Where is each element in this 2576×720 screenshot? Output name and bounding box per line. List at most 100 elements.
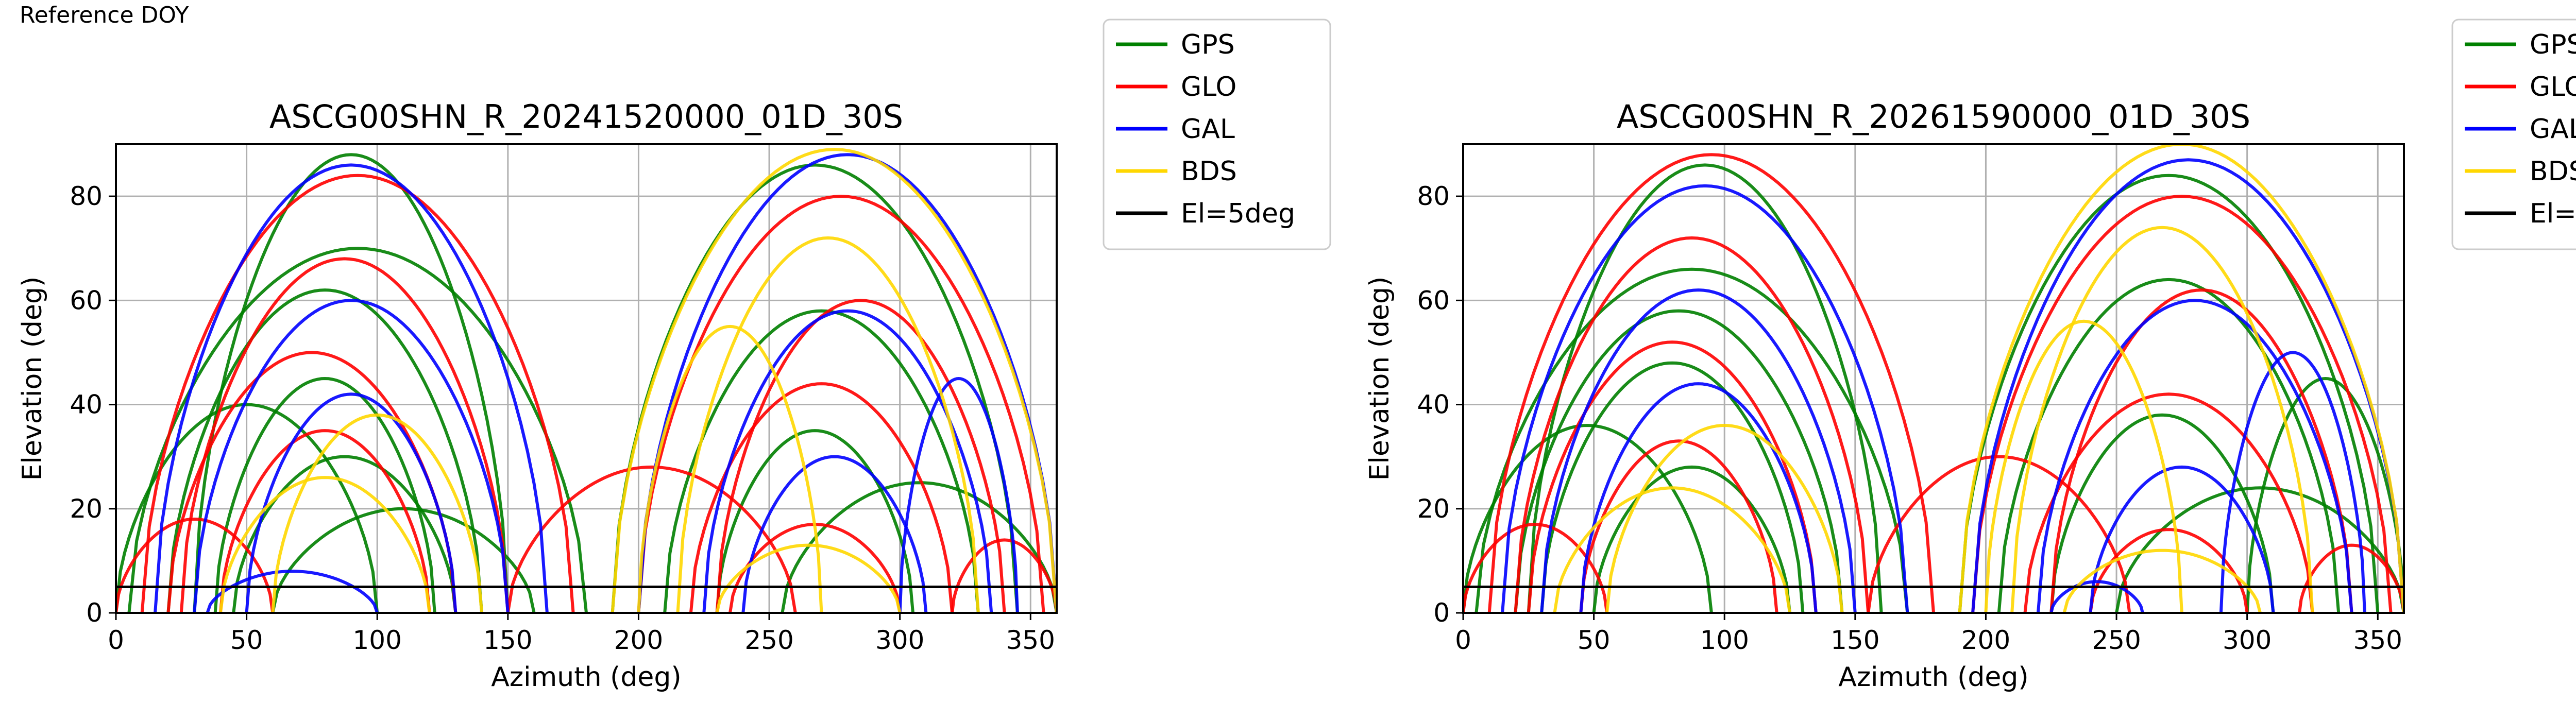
x-tick-label: 50 [230, 625, 263, 655]
legend-label: BDS [1181, 156, 1237, 187]
legend-label: GPS [1181, 29, 1235, 60]
gps-arc [193, 153, 510, 613]
gps-arc [2115, 486, 2404, 613]
bds-arc [637, 324, 823, 613]
chart-right: 0 50 100 150 200 250 300 350 0 20 40 60 80 ASCG00SHN_… [1364, 19, 2576, 693]
bds-arc [611, 148, 1057, 613]
y-tick-label: 0 [86, 598, 103, 628]
x-axis-label: Azimuth (deg) [1838, 662, 2028, 693]
legend-label: GLO [2530, 72, 2576, 102]
series-glo [1463, 153, 2404, 613]
glo-arc [2049, 288, 2353, 613]
legend-label: El=5deg [1181, 198, 1295, 229]
legend-label: BDS [2530, 156, 2576, 187]
y-axis-label: Elevation (deg) [1364, 277, 1395, 481]
legend-label: GAL [1181, 114, 1235, 145]
glo-arc [1514, 236, 1870, 613]
glo-arc [1527, 340, 1818, 613]
glo-arc [637, 195, 1045, 613]
header-label: Reference DOY [20, 2, 189, 28]
gal-arc [1579, 382, 1818, 613]
legend-box [2451, 19, 2576, 250]
y-tick-label: 60 [70, 285, 103, 315]
glo-arc [116, 517, 275, 613]
gal-arc [2089, 465, 2275, 613]
bds-arc [715, 543, 902, 613]
gps-arc [1463, 423, 1713, 613]
x-tick-label: 100 [353, 625, 402, 655]
y-tick-label: 40 [70, 390, 103, 420]
glo-arc [2023, 392, 2314, 613]
series-gal [154, 153, 1057, 613]
x-tick-label: 300 [2223, 625, 2272, 655]
gps-arc [1540, 361, 1805, 613]
bds-arc [2010, 226, 2314, 613]
y-axis-label: Elevation (deg) [17, 277, 48, 481]
x-tick-label: 250 [744, 625, 793, 655]
series-gal [1501, 158, 2404, 613]
x-tick-label: 350 [1006, 625, 1055, 655]
gal-arc [898, 376, 1019, 613]
plot-area [1463, 144, 2404, 613]
gps-arc [166, 288, 484, 613]
y-tick-label: 0 [1433, 598, 1450, 628]
glo-arc [218, 429, 431, 613]
gps-arc [232, 455, 457, 613]
x-tick-label: 200 [1961, 625, 2010, 655]
gps-arc [1592, 465, 1791, 613]
x-tick-label: 250 [2092, 625, 2141, 655]
gps-arc [127, 247, 588, 613]
series-gps [116, 153, 1057, 613]
glo-arc [951, 538, 1057, 613]
legend-label: GLO [1181, 72, 1236, 102]
axes-frame [1462, 143, 2405, 614]
y-tick-label: 20 [1417, 494, 1450, 524]
x-tick-label: 150 [1831, 625, 1879, 655]
legend-label: GAL [2530, 114, 2576, 145]
gal-arc [2036, 299, 2353, 613]
gal-arc [193, 299, 510, 613]
bds-arc [1958, 144, 2404, 613]
gps-arc [1997, 278, 2341, 613]
gps-arc [1527, 163, 1883, 613]
glo-arc [1867, 455, 2131, 613]
bds-arc [271, 413, 484, 613]
x-axis-label: Azimuth (deg) [491, 662, 681, 693]
glo-arc [1579, 439, 1778, 613]
gps-arc [213, 376, 436, 613]
chart-left: 0 50 100 150 200 250 300 350 0 20 40 60 80 ASCG00SHN_… [17, 19, 1331, 693]
gal-arc [206, 570, 379, 613]
glo-arc [506, 465, 797, 613]
gps-arc [1958, 174, 2380, 613]
y-tick-label: 80 [70, 181, 103, 211]
gps-arc [663, 309, 980, 613]
bds-arc [218, 476, 431, 613]
gal-arc [702, 309, 993, 613]
gal-arc [2219, 351, 2366, 613]
series-bds [1553, 144, 2404, 613]
glo-arc [689, 382, 954, 613]
x-tick-label: 200 [614, 625, 663, 655]
series-bds [218, 148, 1057, 613]
legend: GPS GLO GAL BDS El=5deg [1103, 19, 1331, 250]
plot-area [116, 148, 1057, 613]
chart-title: ASCG00SHN_R_20261590000_01D_30S [1617, 98, 2250, 135]
glo-arc [2298, 543, 2404, 613]
glo-arc [1971, 195, 2393, 613]
glo-arc [140, 174, 575, 613]
glo-arc [1463, 523, 1608, 613]
y-tick-label: 80 [1417, 181, 1450, 211]
x-tick-label: 50 [1578, 625, 1611, 655]
gps-arc [271, 507, 536, 613]
x-tick-label: 350 [2353, 625, 2402, 655]
y-tick-label: 40 [1417, 390, 1450, 420]
gal-arc [637, 153, 1057, 613]
legend-label: GPS [2530, 29, 2576, 60]
series-gps [1463, 163, 2404, 613]
legend: GPS GLO GAL BDS El=5deg [2451, 19, 2576, 250]
axes-frame [115, 143, 1058, 614]
gps-arc [1475, 267, 1909, 613]
glo-arc [166, 351, 457, 613]
legend-label: El=5deg [2530, 198, 2576, 229]
